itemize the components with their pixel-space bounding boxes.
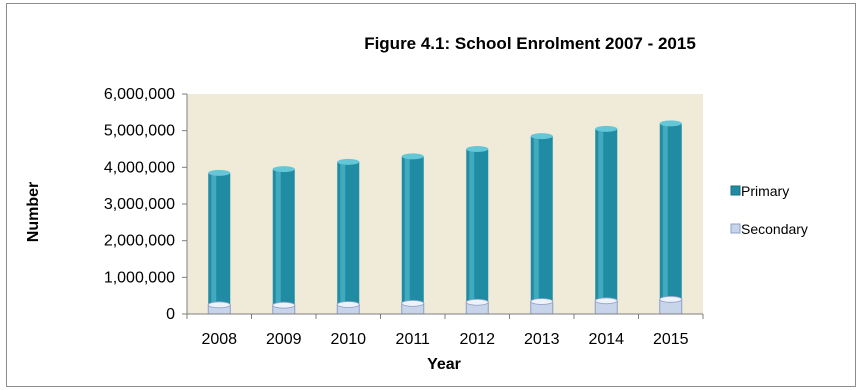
y-tick-label: 6,000,000: [104, 86, 175, 103]
x-tick-label: 2011: [396, 331, 431, 348]
bar-primary-top: [337, 158, 360, 165]
x-tick-label: 2009: [266, 331, 302, 348]
bar-primary-top: [595, 125, 618, 132]
plot-area: [187, 94, 703, 314]
bar-primary-top: [530, 133, 553, 140]
bar-primary-highlight: [662, 125, 668, 314]
bar-primary-highlight: [469, 151, 475, 314]
x-tick-label: 2008: [201, 331, 237, 348]
y-tick-label: 4,000,000: [104, 159, 175, 176]
bar-primary-top: [208, 169, 231, 176]
bar-secondary-top: [594, 297, 618, 305]
bar-secondary-top: [465, 298, 489, 306]
legend: Primary Secondary: [730, 183, 808, 237]
bar-primary-top: [659, 120, 682, 127]
bar-primary-highlight: [404, 158, 410, 314]
y-tick-label: 2,000,000: [104, 233, 175, 250]
bar-secondary-top: [401, 299, 425, 307]
bar-secondary-top: [336, 301, 360, 308]
bar-primary-highlight: [533, 138, 539, 314]
y-tick-label: 3,000,000: [104, 196, 175, 213]
bar-primary-highlight: [211, 174, 217, 314]
y-tick-label: 5,000,000: [104, 123, 175, 140]
x-tick-label: 2012: [459, 331, 495, 348]
legend-label-primary: Primary: [741, 183, 789, 199]
bar-primary-highlight: [340, 163, 346, 314]
x-tick-label: 2013: [524, 331, 560, 348]
x-axis-title: Year: [427, 356, 461, 373]
y-axis: 0 1,000,000 2,000,000 3,000,000 4,000,000 5,0…: [104, 86, 187, 323]
bar-secondary-top: [272, 301, 296, 309]
y-tick-label: 0: [166, 306, 175, 323]
y-tick-label: 1,000,000: [104, 269, 175, 286]
chart-title: Figure 4.1: School Enrolment 2007 - 2015: [364, 34, 696, 53]
bar-primary-top: [466, 146, 489, 152]
x-axis: 2008 2009 2010 2011 2012 2013 2014 2015: [186, 314, 704, 348]
x-tick-label: 2010: [330, 331, 366, 348]
x-tick-label: 2015: [653, 331, 689, 348]
bar-secondary-top: [207, 301, 231, 309]
bar-primary-top: [272, 166, 295, 173]
x-tick-label: 2014: [588, 331, 624, 348]
legend-swatch-secondary: [730, 223, 741, 234]
bar-secondary-top: [530, 298, 554, 305]
y-axis-title: Number: [25, 182, 42, 242]
chart-frame: [6, 3, 856, 387]
legend-swatch-primary: [730, 185, 741, 196]
bar-secondary-top: [659, 295, 683, 303]
bar-primary-highlight: [598, 130, 604, 314]
bar-primary-top: [401, 153, 424, 160]
legend-label-secondary: Secondary: [741, 221, 808, 237]
bars: [207, 120, 683, 315]
bar-primary-highlight: [275, 171, 281, 314]
